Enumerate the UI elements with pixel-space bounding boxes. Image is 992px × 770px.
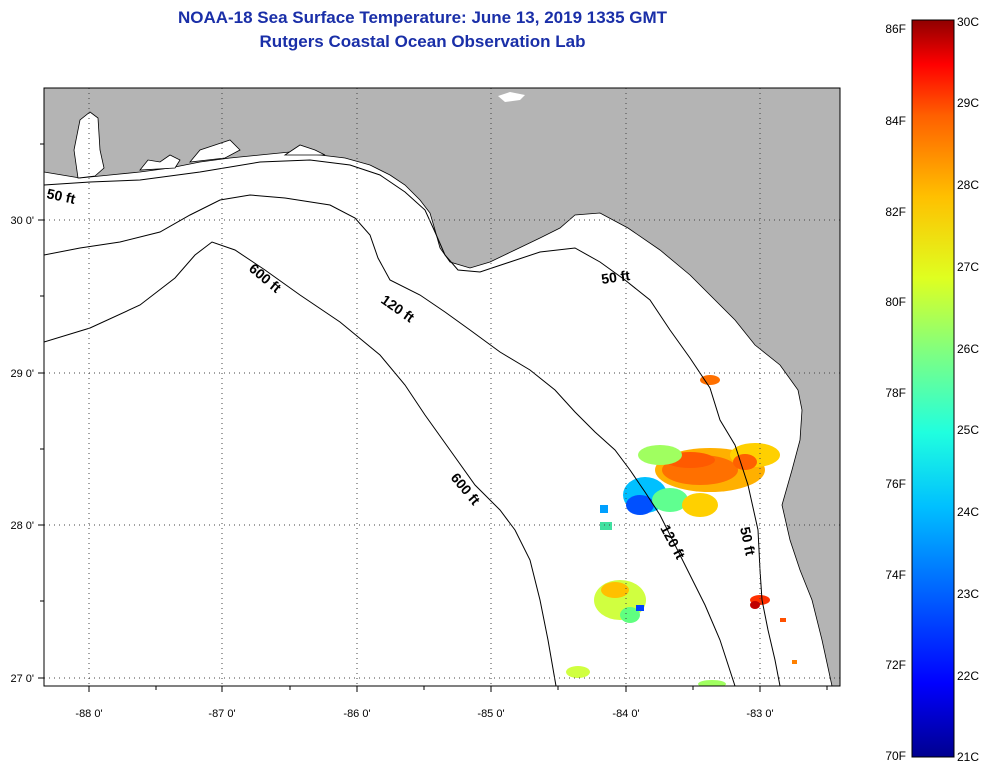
colorbar-f-labels: 86F 84F 82F 80F 78F 76F 74F 72F 70F — [885, 22, 906, 763]
c-label: 30C — [957, 15, 979, 29]
c-label: 24C — [957, 505, 979, 519]
bathymetry-contours — [44, 159, 781, 686]
f-label: 84F — [885, 114, 906, 128]
lat-label: 27 0' — [10, 673, 34, 685]
contour-50ft — [44, 159, 781, 686]
f-label: 74F — [885, 568, 906, 582]
mobile-bay — [73, 111, 105, 179]
colorbar — [911, 19, 955, 758]
lat-label: 30 0' — [10, 215, 34, 227]
contour-label: 50 ft — [45, 185, 77, 207]
c-label: 28C — [957, 178, 979, 192]
lon-label: -83 0' — [746, 708, 773, 720]
c-label: 29C — [957, 96, 979, 110]
lon-label: -88 0' — [75, 708, 102, 720]
c-label: 27C — [957, 260, 979, 274]
c-label: 21C — [957, 750, 979, 764]
latitude-labels: 30 0' 29 0' 28 0' 27 0' — [10, 215, 34, 685]
lon-label: -84 0' — [612, 708, 639, 720]
lake — [498, 92, 525, 102]
st-andrew-bay — [283, 144, 326, 156]
c-label: 26C — [957, 342, 979, 356]
sst-patches — [566, 375, 797, 686]
lat-label: 29 0' — [10, 368, 34, 380]
plot-frame — [43, 87, 841, 687]
land-area — [44, 88, 840, 686]
f-label: 80F — [885, 295, 906, 309]
pensacola-bay — [139, 154, 181, 171]
choctawhatchee-bay — [189, 139, 241, 163]
f-label: 82F — [885, 205, 906, 219]
c-label: 23C — [957, 587, 979, 601]
lon-label: -86 0' — [343, 708, 370, 720]
colorbar-c-labels: 30C 29C 28C 27C 26C 25C 24C 23C 22C 21C — [957, 15, 979, 764]
contour-120ft — [44, 194, 736, 686]
f-label: 70F — [885, 749, 906, 763]
contour-600ft — [44, 241, 557, 686]
contour-label: 50 ft — [600, 267, 631, 287]
contour-label: 50 ft — [737, 525, 759, 557]
c-label: 25C — [957, 423, 979, 437]
c-label: 22C — [957, 669, 979, 683]
longitude-labels: -88 0' -87 0' -86 0' -85 0' -84 0' -83 0… — [75, 708, 773, 720]
ticks — [38, 143, 828, 692]
f-label: 86F — [885, 22, 906, 36]
lon-label: -87 0' — [208, 708, 235, 720]
f-label: 72F — [885, 658, 906, 672]
lat-label: 28 0' — [10, 520, 34, 532]
lon-label: -85 0' — [477, 708, 504, 720]
map-title: NOAA-18 Sea Surface Temperature: June 13… — [177, 8, 668, 27]
map-subtitle: Rutgers Coastal Ocean Observation Lab — [259, 32, 586, 51]
f-label: 76F — [885, 477, 906, 491]
f-label: 78F — [885, 386, 906, 400]
